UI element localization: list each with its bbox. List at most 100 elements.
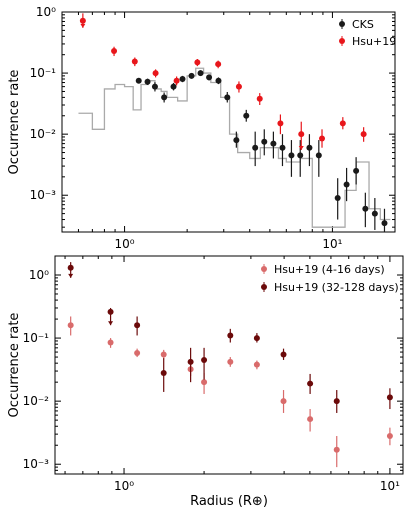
data-point (152, 70, 159, 77)
top-series-cks (135, 70, 388, 232)
data-point (235, 83, 242, 90)
bottom-plot-frame (54, 255, 404, 475)
data-point (67, 264, 74, 271)
data-point (334, 195, 341, 202)
data-point (134, 349, 141, 356)
data-point (224, 94, 231, 101)
data-point (187, 358, 194, 365)
data-point (297, 152, 304, 159)
top-y-tick-label: 10⁰ (36, 5, 56, 19)
data-point (279, 144, 286, 151)
histogram-step-line (78, 67, 391, 228)
data-point (197, 70, 204, 77)
bottom-y-axis-label: Occurrence rate (7, 313, 22, 418)
bottom-x-tick-label: 10¹ (380, 479, 400, 493)
data-point (67, 322, 74, 329)
top-data-series (79, 13, 388, 232)
bottom-ticks: 10⁰ 10¹ 10⁻³ 10⁻² 10⁻¹ 10⁰ (23, 255, 403, 493)
data-point (79, 17, 86, 24)
bottom-y-tick-label: 10⁰ (29, 268, 49, 282)
data-point (131, 58, 138, 65)
data-point (333, 398, 340, 405)
top-y-tick-label: 10⁻² (30, 127, 57, 141)
upper-limit-arrow (80, 23, 86, 28)
top-x-tick-label: 10⁰ (115, 237, 135, 251)
data-point (307, 416, 314, 423)
data-point (386, 433, 393, 440)
data-point (280, 398, 287, 405)
data-point (343, 181, 350, 188)
data-point (151, 83, 158, 90)
data-point (277, 120, 284, 127)
bottom-x-tick-label: 10⁰ (114, 479, 134, 493)
data-point (298, 131, 305, 138)
top-x-tick-label: 10¹ (322, 237, 342, 251)
data-point (194, 59, 201, 66)
upper-limit-arrow (108, 321, 114, 326)
data-point (360, 131, 367, 138)
top-series-hsu-19 (79, 13, 367, 151)
data-point (319, 135, 326, 142)
data-point (161, 94, 168, 101)
data-point (160, 351, 167, 358)
legend-label-hsu: Hsu+19 (352, 35, 396, 48)
bottom-series-hsu-19-32-128-days- (67, 262, 393, 413)
data-point (134, 322, 141, 329)
bottom-legend: Hsu+19 (4-16 days) Hsu+19 (32-128 days) (261, 263, 399, 294)
data-point (160, 369, 167, 376)
data-point (333, 446, 340, 453)
legend-label-short-period: Hsu+19 (4-16 days) (274, 263, 385, 276)
bottom-panel: Occurrence rate Radius (R⊕) 10⁰ 10¹10⁻³10… (7, 255, 404, 509)
data-point (315, 152, 322, 159)
bottom-y-tick-label: 10⁻³ (23, 457, 50, 471)
data-point (227, 358, 234, 365)
bottom-x-axis-label: Radius (R⊕) (190, 494, 268, 509)
top-y-axis-label: Occurrence rate (7, 70, 22, 175)
data-point (179, 75, 186, 82)
top-y-tick-label: 10⁻¹ (30, 66, 57, 80)
data-point (381, 220, 388, 227)
top-histogram (78, 67, 391, 228)
bottom-y-tick-label: 10⁻¹ (23, 331, 50, 345)
data-point (233, 137, 240, 144)
top-legend: CKS Hsu+19 (339, 18, 396, 48)
data-point (135, 77, 142, 84)
bottom-y-tick-label: 10⁻² (23, 394, 50, 408)
data-point (107, 339, 114, 346)
data-point (188, 72, 195, 79)
top-y-tick-label: 10⁻³ (30, 188, 57, 202)
legend-label-cks: CKS (352, 18, 374, 31)
data-point (353, 167, 360, 174)
upper-limit-arrow (298, 146, 304, 151)
data-point (362, 205, 369, 212)
data-point (307, 380, 314, 387)
data-point (227, 332, 234, 339)
data-point (206, 74, 213, 81)
data-point (107, 308, 114, 315)
data-point (371, 210, 378, 217)
data-point (243, 112, 250, 119)
data-point (173, 77, 180, 84)
data-point (201, 379, 208, 386)
top-plot-frame (61, 11, 396, 233)
data-point (261, 138, 268, 145)
bottom-data-series (67, 262, 393, 468)
top-ticks: 10⁰ 10¹ 10⁻³ 10⁻² 10⁻¹ 10⁰ (30, 5, 396, 251)
data-point (339, 120, 346, 127)
upper-limit-arrow (68, 273, 74, 278)
data-point (253, 335, 260, 342)
data-point (256, 95, 263, 102)
data-point (144, 78, 151, 85)
data-point (170, 83, 177, 90)
data-point (215, 77, 222, 84)
data-point (280, 351, 287, 358)
bottom-series-hsu-19-4-16-days- (67, 316, 393, 468)
data-point (252, 144, 259, 151)
data-point (201, 356, 208, 363)
data-point (253, 361, 260, 368)
data-point (111, 47, 118, 54)
data-point (386, 394, 393, 401)
data-point (288, 152, 295, 159)
data-point (215, 61, 222, 68)
